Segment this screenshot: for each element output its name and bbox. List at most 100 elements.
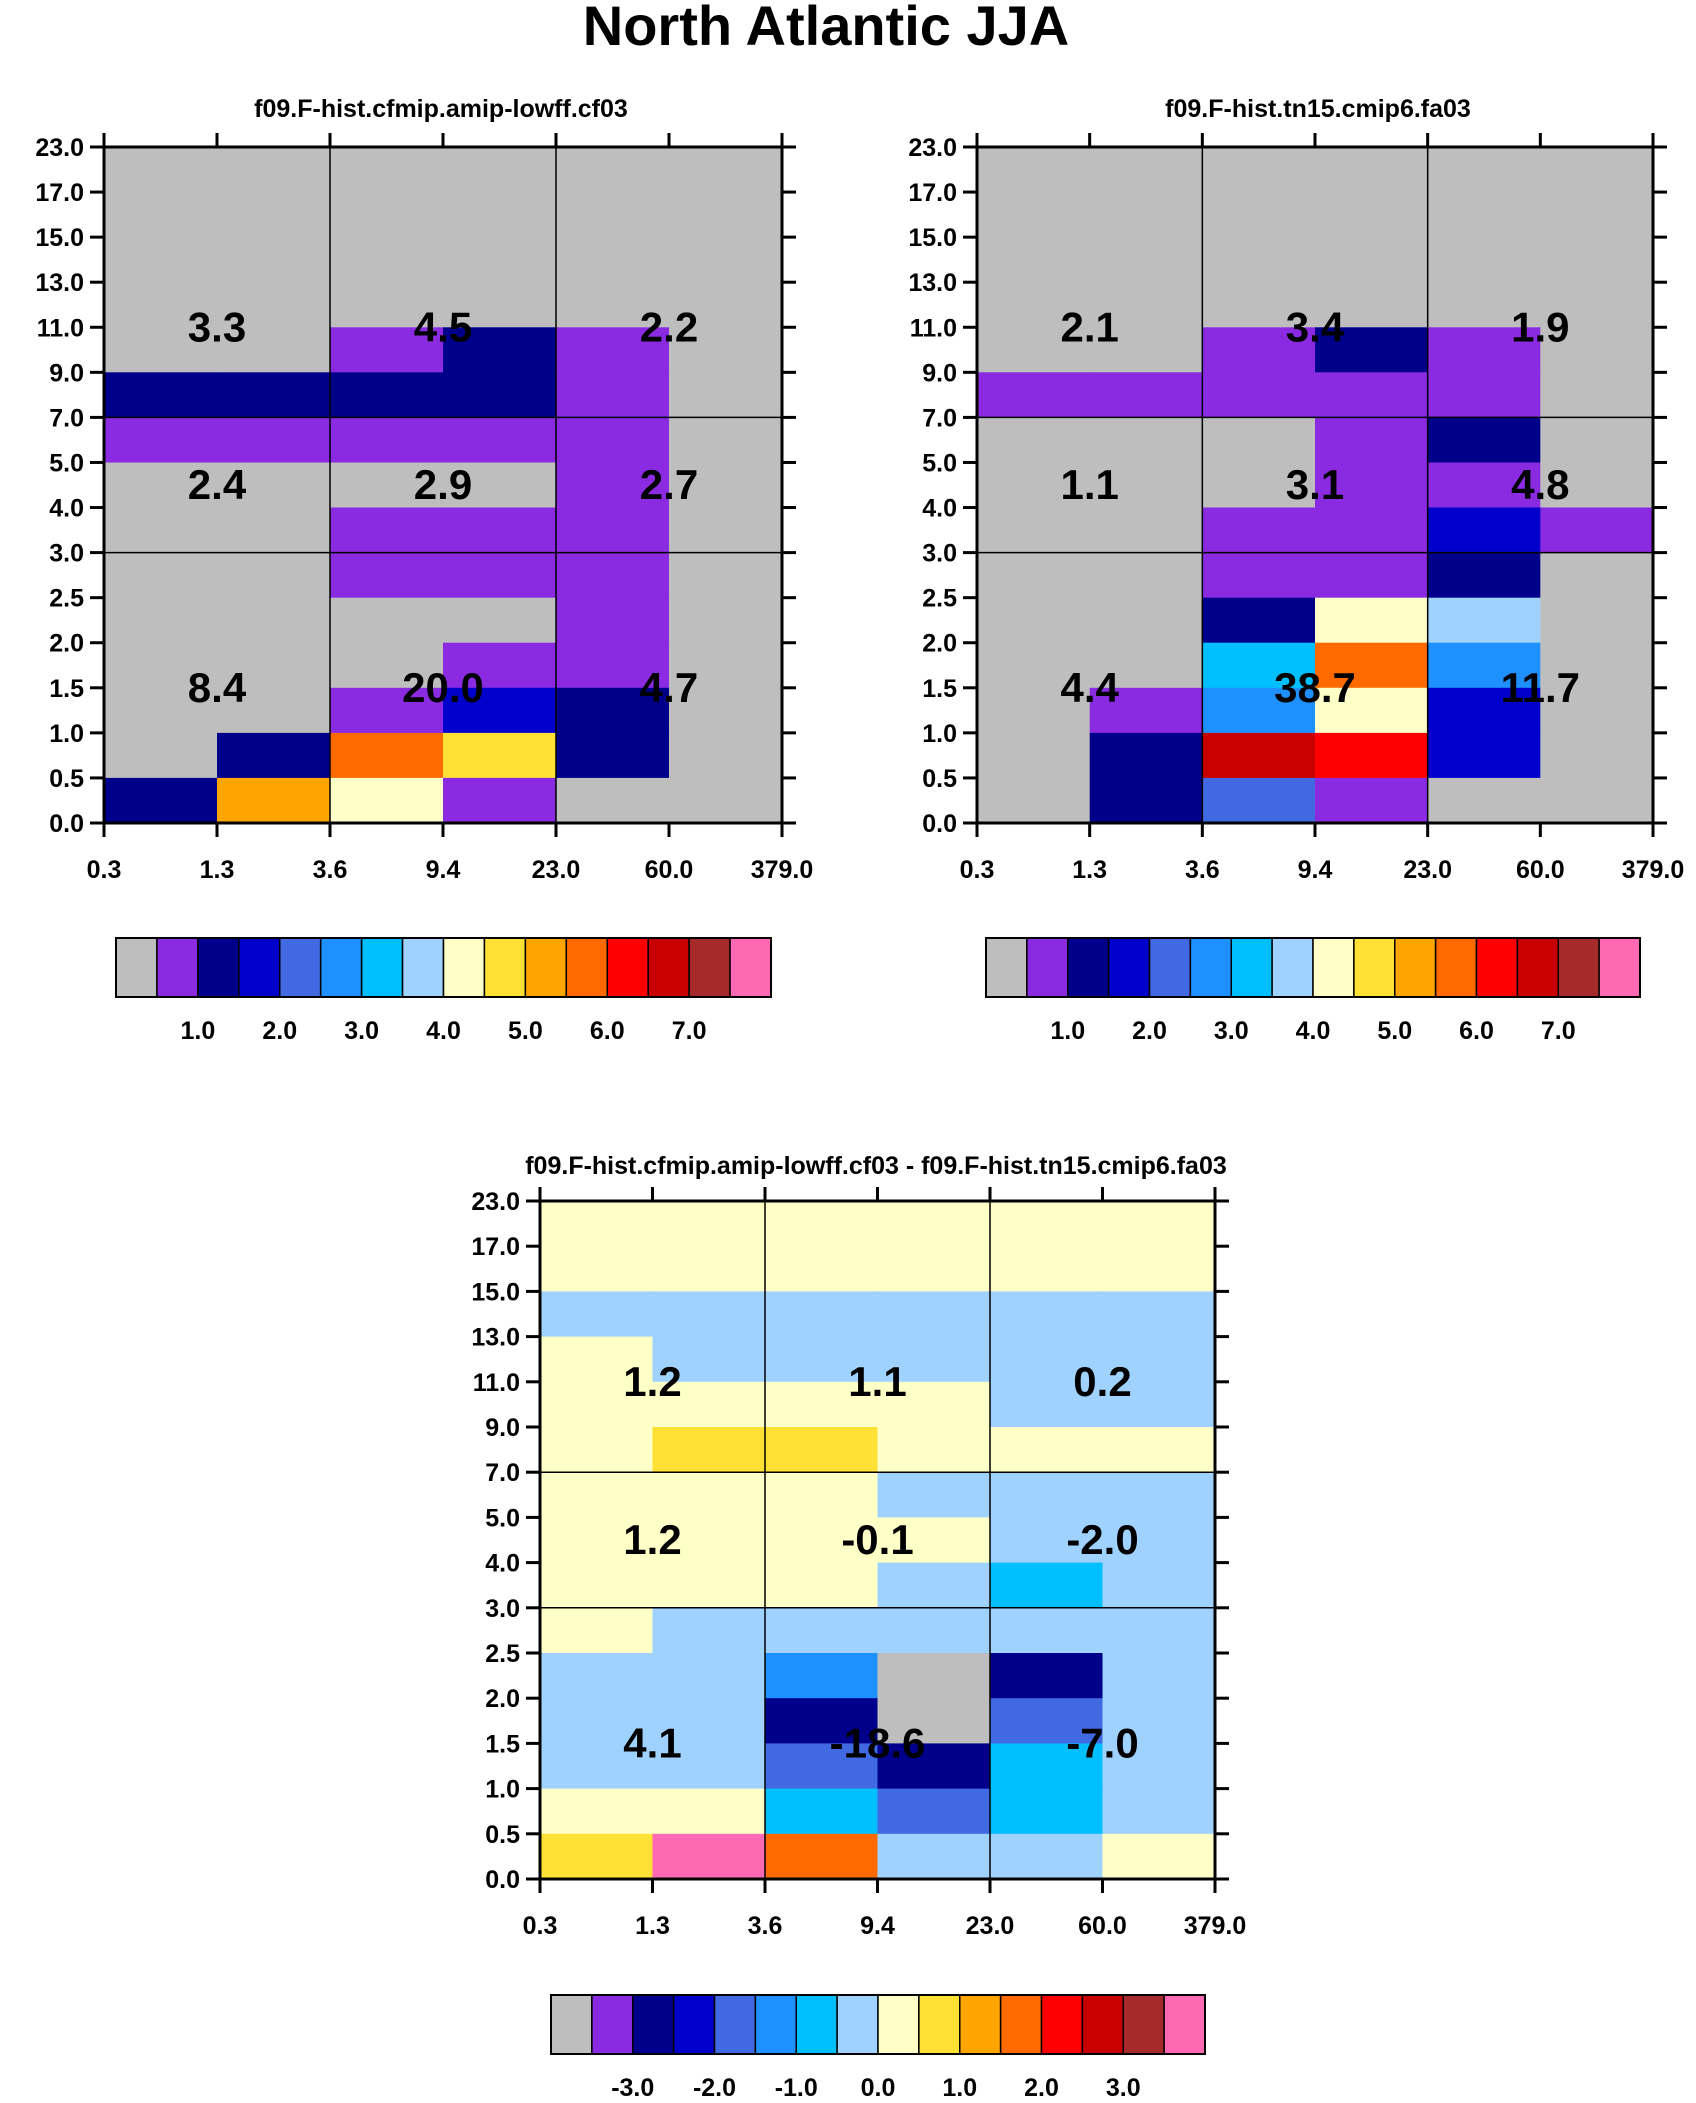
x-tick-label: 379.0 bbox=[751, 856, 814, 884]
heatmap-cell bbox=[669, 282, 783, 328]
heatmap-cell bbox=[1102, 1201, 1216, 1292]
heatmap-cell bbox=[556, 282, 670, 328]
colorbar-swatch bbox=[877, 1994, 920, 2055]
heatmap-cell bbox=[104, 372, 218, 418]
y-tick-label: 4.0 bbox=[485, 1550, 520, 1578]
heatmap-cell bbox=[765, 1427, 879, 1473]
heatmap-cell bbox=[1427, 372, 1541, 418]
heatmap-cell bbox=[443, 237, 557, 283]
y-tick-label: 11.0 bbox=[37, 314, 84, 342]
heatmap-cell bbox=[1315, 372, 1429, 418]
cell-value-label: 3.4 bbox=[1286, 303, 1345, 350]
heatmap-cell bbox=[877, 1201, 991, 1292]
colorbar-label: 5.0 bbox=[508, 1017, 543, 1045]
y-tick-label: 11.0 bbox=[473, 1369, 520, 1397]
heatmap-cell bbox=[330, 192, 444, 238]
x-tick-label: 23.0 bbox=[1403, 856, 1452, 884]
heatmap-cell bbox=[765, 1336, 879, 1383]
heatmap-cell bbox=[669, 552, 783, 599]
colorbar-label: 7.0 bbox=[672, 1017, 707, 1045]
colorbar-label: 4.0 bbox=[426, 1017, 461, 1045]
heatmap-cell bbox=[1540, 147, 1654, 193]
heatmap-cell bbox=[104, 192, 218, 238]
colorbar-swatch bbox=[115, 937, 158, 998]
heatmap-cell bbox=[1089, 417, 1203, 464]
x-tick-label: 23.0 bbox=[966, 1912, 1015, 1940]
colorbar-label: 1.0 bbox=[180, 1017, 215, 1045]
y-tick-label: 7.0 bbox=[485, 1459, 520, 1487]
heatmap-cell bbox=[1089, 777, 1203, 824]
heatmap-cell bbox=[556, 372, 670, 418]
y-tick-label: 7.0 bbox=[922, 404, 957, 432]
heatmap-cell bbox=[1540, 642, 1654, 689]
heatmap-cell bbox=[330, 732, 444, 779]
heatmap-cell bbox=[556, 777, 670, 824]
heatmap-cell bbox=[990, 1607, 1104, 1654]
heatmap-cell bbox=[1102, 1517, 1216, 1564]
heatmap-cell bbox=[217, 507, 331, 554]
colorbar-frame bbox=[550, 1994, 1206, 2055]
heatmap-cell bbox=[990, 1291, 1104, 1338]
heatmap-cell bbox=[556, 147, 670, 193]
heatmap-cell bbox=[1315, 777, 1429, 824]
heatmap-cell bbox=[652, 1291, 766, 1338]
heatmap-cell bbox=[330, 417, 444, 464]
cell-value-label: -18.6 bbox=[830, 1719, 926, 1766]
heatmap-cell bbox=[1540, 192, 1654, 238]
colorbar-swatch bbox=[836, 1994, 879, 2055]
colorbar-swatch bbox=[1516, 937, 1559, 998]
colorbar-swatch bbox=[688, 937, 731, 998]
heatmap-cell bbox=[443, 462, 557, 509]
heatmap-cell bbox=[1102, 1336, 1216, 1383]
y-tick-label: 0.5 bbox=[49, 765, 84, 793]
heatmap-cell bbox=[877, 1381, 991, 1428]
heatmap-cell bbox=[877, 1291, 991, 1338]
heatmap-cell bbox=[977, 687, 1091, 734]
colorbar-swatch bbox=[1163, 1994, 1206, 2055]
heatmap-cell bbox=[1315, 237, 1429, 283]
colorbar-swatch bbox=[959, 1994, 1002, 2055]
colorbar-label: 6.0 bbox=[590, 1017, 625, 1045]
cell-value-label: 20.0 bbox=[402, 664, 484, 711]
heatmap-cell bbox=[1202, 687, 1316, 734]
y-tick-label: 11.0 bbox=[910, 314, 957, 342]
colorbar-label: 2.0 bbox=[1024, 2074, 1059, 2102]
x-tick-label: 9.4 bbox=[860, 1912, 895, 1940]
y-tick-label: 3.0 bbox=[922, 540, 957, 568]
heatmap-cell bbox=[104, 237, 218, 283]
heatmap-cell bbox=[540, 1788, 654, 1835]
heatmap-cell bbox=[1540, 462, 1654, 509]
cell-value-label: 3.3 bbox=[188, 303, 246, 350]
heatmap-cell bbox=[1202, 507, 1316, 554]
colorbar-swatch bbox=[1557, 937, 1600, 998]
colorbar-swatch bbox=[238, 937, 281, 998]
colorbar-swatch bbox=[401, 937, 445, 998]
colorbar-swatch bbox=[1081, 1994, 1124, 2055]
y-tick-label: 0.5 bbox=[922, 765, 957, 793]
heatmap-cell bbox=[652, 1833, 766, 1880]
heatmap-cell bbox=[669, 192, 783, 238]
heatmap-cell bbox=[669, 777, 783, 824]
heatmap-cell bbox=[765, 1788, 879, 1835]
heatmap-cell bbox=[765, 1562, 879, 1609]
x-tick-label: 60.0 bbox=[1078, 1912, 1127, 1940]
heatmap-cell bbox=[540, 1291, 654, 1338]
heatmap-cell bbox=[1540, 777, 1654, 824]
heatmap-cell bbox=[1540, 417, 1654, 464]
colorbar-swatch bbox=[729, 937, 772, 998]
heatmap-cell bbox=[330, 507, 444, 554]
heatmap-cell bbox=[977, 192, 1091, 238]
cell-value-label: 2.1 bbox=[1060, 303, 1118, 350]
colorbar-label: -3.0 bbox=[611, 2074, 654, 2102]
colorbar-label: 7.0 bbox=[1541, 1017, 1576, 1045]
colorbar-swatch bbox=[999, 1994, 1043, 2055]
heatmap-cell bbox=[1427, 732, 1541, 779]
heatmap-cell bbox=[217, 597, 331, 644]
figure-title: North Atlantic JJA bbox=[583, 0, 1069, 57]
colorbar-label: 0.0 bbox=[861, 2074, 896, 2102]
heatmap-cell bbox=[1427, 417, 1541, 464]
heatmap-cell bbox=[877, 1517, 991, 1564]
heatmap-cell bbox=[877, 1743, 991, 1790]
heatmap-cell bbox=[443, 372, 557, 418]
y-tick-label: 9.0 bbox=[485, 1414, 520, 1442]
